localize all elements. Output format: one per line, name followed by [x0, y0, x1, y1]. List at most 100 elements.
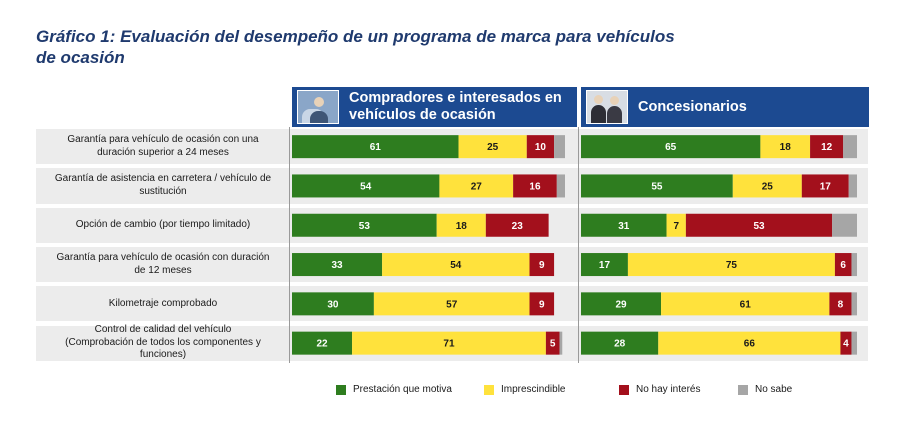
bar-segment: [559, 331, 563, 355]
panel-header-dealers: Concesionarios: [581, 87, 869, 127]
bar-segment: [851, 253, 857, 277]
category-label: Garantía para vehículo de ocasión con un…: [38, 129, 288, 164]
category-label-line: sustitución: [139, 185, 187, 197]
category-label: Garantía de asistencia en carretera / ve…: [38, 168, 288, 203]
bar-segment: [581, 253, 628, 277]
bar-segment: [292, 174, 440, 198]
bar-value-label: 29: [615, 299, 627, 310]
legend-swatch-no-sabe: [738, 384, 748, 395]
bar-segment: [666, 213, 686, 237]
bar-segment: [292, 135, 459, 159]
bar-segment: [554, 135, 565, 159]
bar-segment: [627, 253, 835, 277]
bar-segment: [529, 253, 555, 277]
bar-value-label: 30: [327, 299, 339, 310]
bar-segment: [658, 331, 841, 355]
legend-label-motiva: Prestación que motiva: [353, 384, 452, 395]
bar-segment: [801, 174, 849, 198]
legend-item-imprescindible: Imprescindible: [484, 384, 565, 395]
bar-value-label: 65: [665, 142, 677, 153]
bar-value-label: 18: [780, 142, 792, 153]
chart-title: Gráfico 1: Evaluación del desempeño de u…: [36, 26, 736, 68]
bar-segment: [661, 292, 830, 316]
bar-segment: [439, 174, 514, 198]
category-label-line: de 12 meses: [134, 264, 192, 276]
bar-segment: [556, 174, 565, 198]
bar-segment: [685, 213, 833, 237]
bar-segment: [458, 135, 527, 159]
bar-value-label: 5: [550, 339, 556, 350]
bar-segment: [292, 253, 383, 277]
bar-segment: [843, 135, 857, 159]
bar-value-label: 31: [618, 221, 630, 232]
chart-title-line-1: Gráfico 1: Evaluación del desempeño de u…: [36, 27, 675, 46]
bar-value-label: 7: [673, 221, 679, 232]
panel-title-buyers-line-2: vehículos de ocasión: [349, 107, 496, 123]
bar-value-label: 9: [539, 299, 545, 310]
bar-value-label: 18: [456, 221, 468, 232]
category-label-line: Opción de cambio (por tiempo limitado): [75, 218, 251, 230]
bar-value-label: 55: [651, 181, 663, 192]
bar-segment: [436, 213, 486, 237]
panel-header-buyers: Compradores e interesados en vehículos d…: [292, 87, 577, 127]
bar-segment: [581, 174, 733, 198]
bar-segment: [485, 213, 549, 237]
category-label: Garantía para vehículo de ocasión con du…: [38, 247, 288, 282]
legend-label-no-interes: No hay interés: [636, 384, 701, 395]
bar-segment: [851, 331, 857, 355]
bar-value-label: 54: [360, 181, 372, 192]
category-label-line: Kilometraje comprobado: [108, 297, 218, 309]
bar-value-label: 8: [838, 299, 844, 310]
legend-swatch-no-interes: [619, 384, 629, 395]
bar-value-label: 25: [762, 181, 774, 192]
category-label: Kilometraje comprobado: [38, 286, 288, 321]
bar-value-label: 61: [740, 299, 752, 310]
category-label-line: duración superior a 24 meses: [97, 146, 229, 158]
bar-value-label: 75: [726, 260, 738, 271]
bar-value-label: 61: [370, 142, 382, 153]
category-label: Control de calidad del vehículo (Comproba…: [38, 324, 288, 361]
bar-segment: [529, 292, 555, 316]
bar-segment: [352, 331, 546, 355]
bar-value-label: 17: [820, 181, 832, 192]
category-label-line: Control de calidad del vehículo: [94, 324, 232, 336]
bar-segment: [292, 213, 437, 237]
bar-segment: [373, 292, 530, 316]
bar-value-label: 6: [840, 260, 846, 271]
bar-value-label: 9: [539, 260, 545, 271]
bar-segment: [382, 253, 530, 277]
bar-segment: [832, 213, 857, 237]
bar-value-label: 25: [487, 142, 499, 153]
bar-value-label: 71: [443, 339, 455, 350]
legend-swatch-motiva: [336, 384, 346, 395]
category-label-line: Garantía para vehículo de ocasión con du…: [56, 252, 270, 264]
bar-segment: [513, 174, 557, 198]
bar-segment: [292, 331, 353, 355]
chart-title-line-2: de ocasión: [36, 48, 125, 67]
category-label-line: Garantía de asistencia en carretera / ve…: [54, 173, 272, 185]
bar-value-label: 57: [446, 299, 458, 310]
bar-value-label: 17: [599, 260, 611, 271]
bar-segment: [851, 292, 857, 316]
bar-value-label: 27: [471, 181, 483, 192]
bar-segment: [581, 135, 761, 159]
category-label-line: Garantía para vehículo de ocasión con un…: [67, 134, 259, 146]
bar-segment: [829, 292, 852, 316]
legend-label-imprescindible: Imprescindible: [501, 384, 566, 395]
bar-segment: [732, 174, 802, 198]
bar-value-label: 28: [614, 339, 626, 350]
bar-value-label: 4: [843, 339, 849, 350]
bar-segment: [840, 331, 852, 355]
legend-item-motiva: Prestación que motiva: [336, 384, 452, 395]
bar-value-label: 12: [821, 142, 833, 153]
bar-value-label: 23: [512, 221, 524, 232]
bar-segment: [292, 292, 374, 316]
bar-segment: [581, 292, 662, 316]
bar-value-label: 54: [450, 260, 462, 271]
panel-title-buyers-line-1: Compradores e interesados en: [349, 90, 562, 106]
divider-middle: [578, 127, 579, 363]
bar-value-label: 53: [359, 221, 371, 232]
bar-segment: [834, 253, 852, 277]
category-label: Opción de cambio (por tiempo limitado): [38, 208, 288, 243]
